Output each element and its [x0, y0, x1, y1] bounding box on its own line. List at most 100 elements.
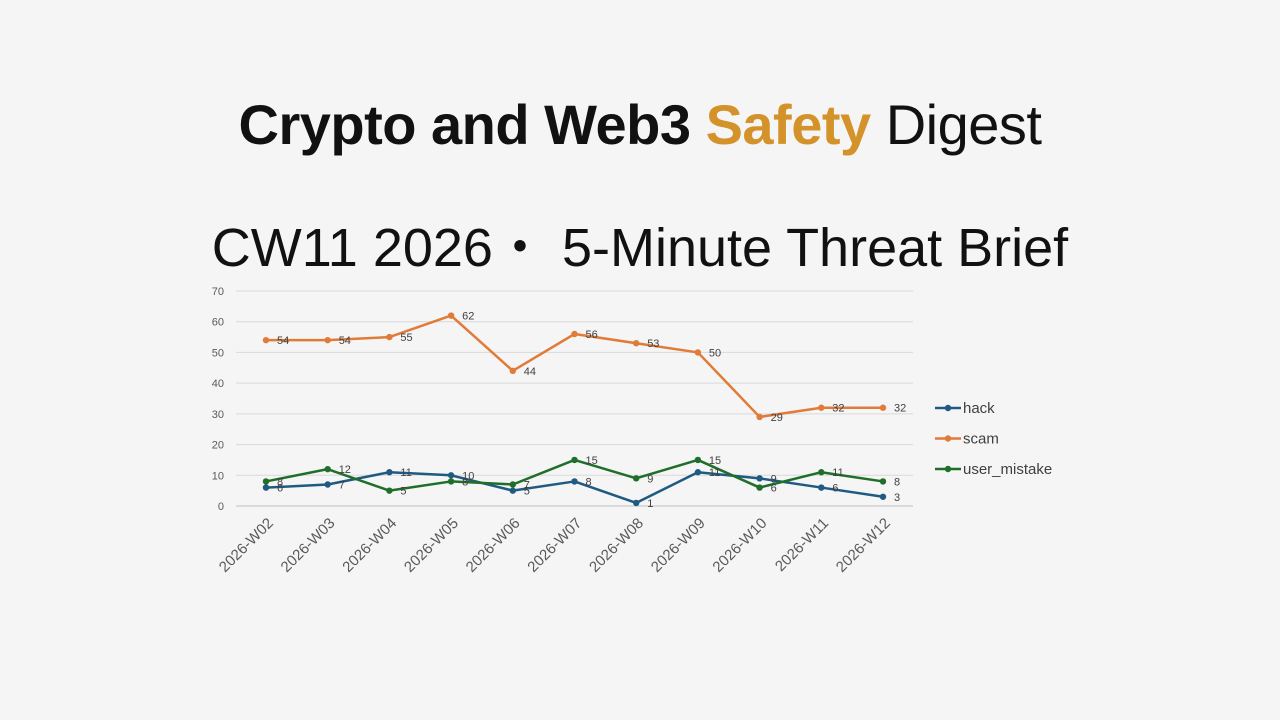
data-point-hack	[818, 484, 825, 491]
data-label-scam: 54	[339, 335, 351, 347]
data-label-scam: 62	[462, 311, 474, 323]
page-title: Crypto and Web3 Safety Digest	[0, 92, 1280, 157]
data-label-hack: 9	[771, 473, 777, 485]
data-label-hack: 3	[894, 492, 900, 504]
data-label-scam: 32	[832, 403, 844, 415]
title-part1: Crypto and Web3	[238, 93, 691, 156]
y-tick-label: 40	[212, 378, 224, 390]
data-label-hack: 10	[462, 470, 474, 482]
data-point-hack	[633, 499, 640, 507]
data-label-user_mistake: 11	[832, 467, 843, 479]
data-point-scam	[756, 413, 763, 421]
data-label-user_mistake: 5	[400, 486, 406, 498]
data-point-hack	[386, 469, 393, 476]
series-line-hack	[264, 470, 885, 505]
data-point-user_mistake	[509, 481, 516, 488]
data-point-hack	[571, 478, 578, 485]
data-label-scam: 55	[400, 332, 412, 344]
data-label-hack: 7	[339, 480, 345, 492]
data-point-hack	[324, 481, 331, 488]
data-point-hack	[756, 475, 763, 482]
legend-marker-scam	[944, 435, 952, 442]
data-point-scam	[818, 404, 825, 411]
data-point-scam	[386, 333, 393, 341]
data-label-hack: 8	[586, 476, 592, 488]
data-label-hack: 11	[709, 467, 720, 479]
data-point-user_mistake	[262, 478, 270, 485]
data-point-hack	[509, 487, 516, 494]
y-tick-label: 20	[212, 440, 224, 452]
legend-marker-hack	[944, 404, 952, 412]
data-label-scam: 54	[277, 335, 289, 347]
data-point-user_mistake	[447, 478, 455, 485]
page-subtitle: CW11 2026・ 5-Minute Threat Brief	[211, 218, 1069, 278]
data-point-scam	[694, 349, 702, 356]
data-label-scam: 50	[709, 347, 721, 359]
x-tick-label: 2026-W11	[772, 515, 832, 575]
legend-marker-user_mistake	[944, 465, 952, 473]
data-label-user_mistake: 7	[524, 480, 530, 492]
data-point-user_mistake	[386, 487, 393, 494]
data-label-scam: 29	[771, 412, 783, 424]
data-point-scam	[509, 367, 516, 375]
y-axis: 0 10 20 30 40 50 60 70	[212, 286, 224, 513]
data-label-user_mistake: 8	[462, 476, 468, 488]
data-label-user_mistake: 12	[339, 464, 351, 476]
y-tick-label: 0	[218, 501, 224, 513]
data-point-user_mistake	[633, 475, 640, 482]
x-tick-label: 2026-W04	[339, 515, 400, 576]
data-point-scam	[571, 330, 578, 338]
x-tick-label: 2026-W09	[648, 515, 709, 576]
legend-label-scam: scam	[963, 431, 999, 448]
data-label-hack: 5	[524, 486, 530, 498]
data-label-user_mistake: 15	[586, 455, 598, 467]
data-label-user_mistake: 8	[277, 476, 283, 488]
data-point-user_mistake	[818, 469, 825, 476]
data-label-user_mistake: 9	[647, 473, 653, 485]
data-point-user_mistake	[324, 465, 331, 473]
data-point-scam	[324, 336, 331, 344]
y-tick-label: 50	[212, 347, 224, 359]
data-label-scam: 32	[894, 403, 906, 415]
data-point-hack	[879, 493, 887, 500]
series-line-scam	[264, 314, 885, 419]
y-tick-label: 70	[212, 286, 224, 298]
legend-label-user_mistake: user_mistake	[963, 461, 1052, 478]
data-point-scam	[879, 404, 887, 411]
title-part2: Digest	[885, 93, 1042, 156]
data-point-scam	[262, 336, 270, 344]
title-highlight: Safety	[705, 93, 872, 156]
chart-legend: hack scam user_mistake	[935, 400, 1052, 478]
data-label-scam: 44	[524, 366, 536, 378]
data-label-hack: 11	[400, 467, 411, 479]
x-tick-label: 2026-W08	[586, 515, 647, 576]
x-tick-label: 2026-W06	[463, 515, 524, 576]
data-label-hack: 6	[277, 483, 283, 495]
x-tick-label: 2026-W07	[524, 515, 585, 576]
data-point-scam	[447, 312, 455, 319]
data-label-scam: 56	[586, 329, 598, 341]
x-tick-label: 2026-W05	[401, 515, 462, 576]
data-label-user_mistake: 6	[771, 483, 777, 495]
x-tick-label: 2026-W12	[833, 515, 894, 576]
data-label-scam: 53	[647, 338, 659, 350]
data-point-user_mistake	[571, 456, 578, 464]
y-tick-label: 60	[212, 317, 224, 329]
data-point-user_mistake	[879, 478, 887, 485]
data-point-hack	[262, 484, 270, 491]
data-point-user_mistake	[756, 484, 763, 491]
data-label-hack: 6	[832, 483, 838, 495]
x-axis: 2026-W02 2026-W03 2026-W04 2026-W05 2026-W06…	[216, 515, 894, 576]
x-tick-label: 2026-W02	[216, 515, 277, 576]
y-tick-label: 30	[212, 409, 224, 421]
chart-series	[262, 312, 887, 507]
data-point-hack	[447, 472, 455, 479]
y-tick-label: 10	[212, 470, 224, 482]
data-label-hack: 1	[647, 498, 653, 510]
legend-label-hack: hack	[963, 400, 995, 417]
data-label-user_mistake: 8	[894, 476, 900, 488]
data-label-user_mistake: 15	[709, 455, 721, 467]
x-tick-label: 2026-W10	[709, 515, 770, 576]
data-point-user_mistake	[694, 456, 702, 464]
